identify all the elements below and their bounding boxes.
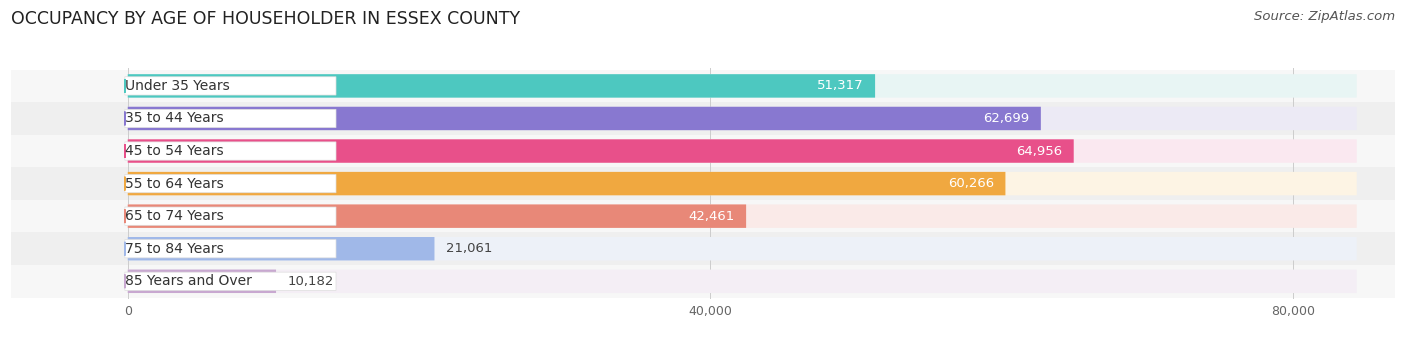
FancyBboxPatch shape xyxy=(128,74,1357,98)
FancyBboxPatch shape xyxy=(128,107,1357,130)
Text: 60,266: 60,266 xyxy=(948,177,994,190)
FancyBboxPatch shape xyxy=(128,74,875,98)
Text: 85 Years and Over: 85 Years and Over xyxy=(125,274,252,288)
Bar xyxy=(11,102,1395,135)
FancyBboxPatch shape xyxy=(128,270,1357,293)
Text: 10,182: 10,182 xyxy=(288,275,335,288)
Text: 51,317: 51,317 xyxy=(817,80,863,92)
FancyBboxPatch shape xyxy=(128,172,1005,195)
FancyBboxPatch shape xyxy=(128,172,1357,195)
Text: 65 to 74 Years: 65 to 74 Years xyxy=(125,209,224,223)
FancyBboxPatch shape xyxy=(128,139,1074,163)
FancyBboxPatch shape xyxy=(128,107,1040,130)
Text: Source: ZipAtlas.com: Source: ZipAtlas.com xyxy=(1254,10,1395,23)
FancyBboxPatch shape xyxy=(128,237,434,260)
FancyBboxPatch shape xyxy=(125,207,336,225)
Text: 35 to 44 Years: 35 to 44 Years xyxy=(125,112,224,125)
FancyBboxPatch shape xyxy=(125,109,336,128)
FancyBboxPatch shape xyxy=(128,139,1357,163)
Text: 75 to 84 Years: 75 to 84 Years xyxy=(125,242,224,256)
Text: OCCUPANCY BY AGE OF HOUSEHOLDER IN ESSEX COUNTY: OCCUPANCY BY AGE OF HOUSEHOLDER IN ESSEX… xyxy=(11,10,520,28)
Bar xyxy=(11,167,1395,200)
FancyBboxPatch shape xyxy=(125,142,336,160)
Text: 64,956: 64,956 xyxy=(1017,144,1062,157)
Bar xyxy=(11,135,1395,167)
Bar xyxy=(11,70,1395,102)
Bar xyxy=(11,265,1395,298)
FancyBboxPatch shape xyxy=(125,174,336,193)
FancyBboxPatch shape xyxy=(128,270,276,293)
FancyBboxPatch shape xyxy=(125,272,336,290)
Bar xyxy=(11,233,1395,265)
Bar xyxy=(11,200,1395,233)
FancyBboxPatch shape xyxy=(128,204,747,228)
FancyBboxPatch shape xyxy=(125,77,336,95)
FancyBboxPatch shape xyxy=(128,204,1357,228)
Text: 45 to 54 Years: 45 to 54 Years xyxy=(125,144,224,158)
Text: Under 35 Years: Under 35 Years xyxy=(125,79,229,93)
FancyBboxPatch shape xyxy=(125,240,336,258)
Text: 55 to 64 Years: 55 to 64 Years xyxy=(125,176,224,191)
Text: 62,699: 62,699 xyxy=(983,112,1029,125)
Text: 42,461: 42,461 xyxy=(688,210,734,223)
FancyBboxPatch shape xyxy=(128,237,1357,260)
Text: 21,061: 21,061 xyxy=(446,242,492,255)
